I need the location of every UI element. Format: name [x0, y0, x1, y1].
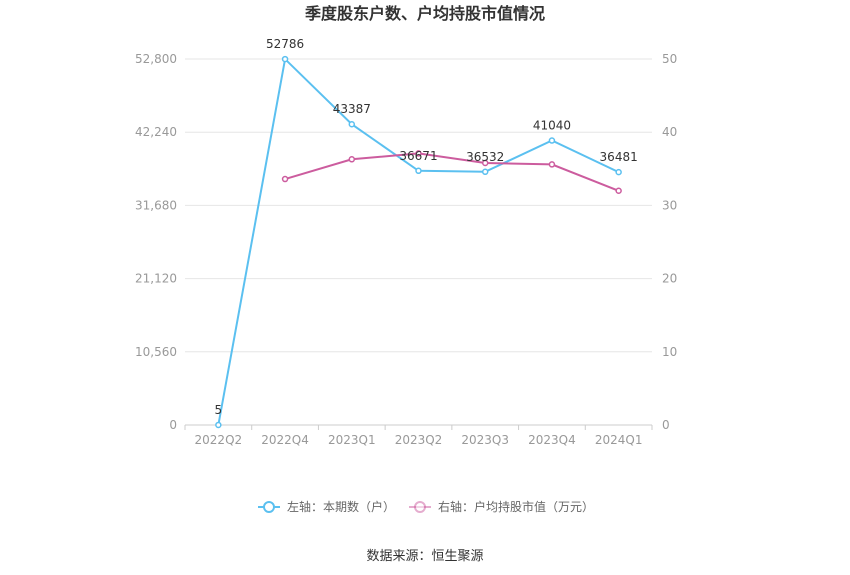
- data-point-0: [215, 421, 222, 429]
- x-tick-label: 2023Q1: [328, 433, 376, 447]
- right-tick-label: 20: [662, 272, 677, 286]
- legend-left-axis-marker: [263, 501, 275, 513]
- left-tick-label: 10,560: [135, 345, 177, 359]
- data-point-1: [348, 156, 356, 163]
- right-axis-ticks: 0 10 20 30 40 50: [662, 52, 677, 432]
- legend-right-axis-marker: [414, 501, 426, 513]
- left-tick-label: 42,240: [135, 125, 177, 139]
- x-tick-label: 2023Q4: [528, 433, 576, 447]
- data-point-1: [281, 175, 289, 183]
- x-tick-label: 2022Q2: [195, 433, 243, 447]
- legend-item-right-axis[interactable]: 右轴：户均持股市值（万元）: [409, 499, 594, 514]
- data-point-1: [615, 187, 622, 195]
- data-point-1: [415, 150, 422, 157]
- legend-left-axis-label: 左轴：本期数（户）: [287, 499, 395, 514]
- left-tick-label: 52,800: [135, 52, 177, 66]
- x-tick-label: 2022Q4: [261, 433, 309, 447]
- legend: 左轴：本期数（户） 右轴：户均持股市值（万元）: [258, 499, 594, 514]
- x-tick-label: 2023Q2: [395, 433, 443, 447]
- series-line-0: [217, 57, 620, 426]
- grid: [185, 58, 652, 426]
- left-axis-ticks: 0 10,560 21,120 31,680 42,240 52,800: [135, 52, 177, 432]
- data-label: 52786: [266, 37, 304, 51]
- left-tick-label: 21,120: [135, 272, 177, 286]
- data-point-0: [548, 137, 556, 144]
- right-tick-label: 30: [662, 198, 677, 212]
- legend-item-left-axis[interactable]: 左轴：本期数（户）: [258, 499, 395, 514]
- right-tick-label: 10: [662, 345, 677, 359]
- right-tick-label: 0: [662, 418, 670, 432]
- right-tick-label: 40: [662, 125, 677, 139]
- data-label: 41040: [533, 119, 571, 133]
- data-label: 5: [215, 403, 223, 417]
- chart-title: 季度股东户数、户均持股市值情况: [304, 4, 545, 23]
- data-point-0: [615, 168, 622, 176]
- data-label: 36481: [600, 150, 638, 164]
- data-point-0: [281, 55, 289, 63]
- data-point-0: [348, 120, 356, 128]
- source-text: 数据来源：恒生聚源: [366, 549, 483, 564]
- data-labels: 5 52786 43387 36671 36532 41040 36481: [215, 37, 638, 417]
- series-line-1: [284, 152, 620, 192]
- data-point-0: [415, 167, 422, 175]
- x-tick-label: 2024Q1: [595, 433, 643, 447]
- data-label: 36671: [399, 149, 437, 163]
- data-point-1: [481, 159, 489, 167]
- data-point-0: [481, 168, 489, 176]
- data-label: 43387: [333, 102, 371, 116]
- right-tick-label: 50: [662, 52, 677, 66]
- data-point-1: [548, 161, 556, 168]
- data-label: 36532: [466, 150, 504, 164]
- left-tick-label: 31,680: [135, 198, 177, 212]
- x-tick-label: 2023Q3: [461, 433, 509, 447]
- series-layer: [215, 55, 622, 429]
- legend-right-axis-label: 右轴：户均持股市值（万元）: [438, 499, 594, 514]
- x-axis-ticks: 2022Q2 2022Q4 2023Q1 2023Q2 2023Q3 2023Q4 2024…: [184, 425, 653, 447]
- left-tick-label: 0: [169, 418, 177, 432]
